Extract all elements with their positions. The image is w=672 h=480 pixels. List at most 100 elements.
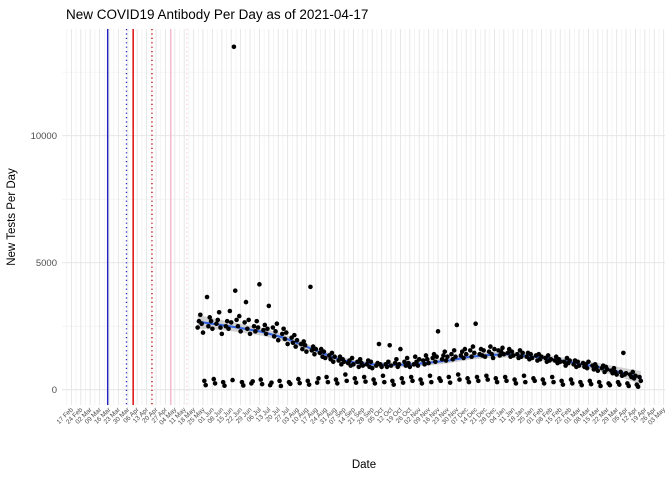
data-point: [493, 376, 499, 381]
data-point: [408, 374, 414, 380]
data-point: [262, 322, 268, 328]
data-point: [349, 355, 355, 361]
data-point: [278, 383, 284, 389]
data-point: [285, 341, 290, 347]
data-point: [430, 355, 435, 361]
data-point: [519, 354, 524, 360]
y-axis-tick-labels: 0 5000 10000: [31, 131, 57, 396]
data-point: [215, 317, 221, 323]
data-point: [540, 377, 546, 382]
data-point: [222, 383, 227, 388]
data-point: [570, 381, 575, 386]
y-tick-label: 10000: [31, 131, 57, 142]
data-point: [335, 381, 340, 386]
data-point: [528, 351, 534, 357]
data-point: [329, 350, 335, 356]
data-point: [304, 349, 309, 354]
data-point: [617, 382, 622, 387]
data-point: [227, 308, 233, 314]
data-point: [482, 354, 488, 360]
data-point: [294, 337, 300, 343]
data-point: [406, 360, 411, 366]
data-point: [618, 369, 623, 375]
data-point: [504, 378, 509, 384]
data-point: [202, 378, 207, 384]
data-point: [212, 381, 218, 386]
data-point: [293, 344, 298, 349]
data-point: [386, 359, 391, 365]
data-point: [635, 384, 641, 390]
data-point: [474, 374, 480, 380]
data-point: [236, 313, 242, 319]
data-point: [353, 380, 359, 385]
data-point: [199, 321, 204, 327]
data-point: [344, 378, 350, 384]
data-point: [567, 358, 572, 363]
data-point: [454, 322, 460, 328]
data-point: [269, 380, 274, 385]
data-point: [584, 365, 590, 371]
data-point: [451, 348, 457, 353]
chart-title: New COVID19 Antibody Per Day as of 2021-…: [66, 7, 368, 22]
data-point: [279, 331, 285, 337]
data-point: [214, 321, 219, 327]
data-point: [396, 362, 402, 367]
data-point: [263, 331, 269, 337]
data-point: [241, 383, 246, 388]
data-point: [321, 349, 327, 354]
data-point: [281, 326, 286, 332]
data-point: [231, 44, 237, 50]
data-point: [300, 346, 305, 352]
data-point: [607, 382, 613, 388]
data-point: [598, 383, 603, 389]
data-point: [390, 378, 395, 384]
data-point: [308, 284, 313, 290]
data-point: [207, 315, 213, 320]
data-point: [301, 339, 307, 344]
data-point: [312, 351, 317, 357]
data-point: [384, 364, 390, 370]
data-point: [228, 320, 234, 325]
data-point: [343, 372, 348, 377]
data-point: [441, 353, 446, 358]
data-point: [218, 325, 223, 330]
data-point: [325, 379, 331, 385]
data-point: [561, 359, 567, 365]
gridlines-minor: [62, 29, 665, 405]
data-point: [476, 378, 481, 384]
data-point: [623, 370, 629, 376]
data-point: [297, 380, 303, 386]
data-point: [316, 376, 321, 381]
data-point: [471, 350, 477, 356]
data-point: [465, 376, 470, 381]
data-point: [407, 364, 413, 370]
data-point: [521, 373, 527, 379]
data-point: [445, 354, 450, 360]
data-point: [216, 309, 222, 315]
data-point: [234, 317, 239, 323]
data-point: [266, 303, 272, 309]
data-point: [376, 341, 382, 347]
data-point: [388, 363, 394, 368]
data-point: [394, 356, 399, 362]
data-point: [330, 359, 336, 365]
data-point: [568, 377, 574, 382]
data-point: [453, 354, 458, 360]
data-point: [302, 342, 308, 348]
data-point: [404, 355, 410, 361]
data-point: [398, 346, 403, 352]
data-point: [560, 382, 566, 387]
data-point: [309, 348, 315, 353]
data-point: [595, 368, 601, 374]
data-point: [529, 355, 535, 361]
data-point: [447, 380, 453, 385]
data-point: [637, 374, 642, 380]
data-point: [341, 359, 347, 365]
data-point: [324, 374, 329, 380]
data-point: [490, 355, 496, 361]
data-point: [313, 346, 319, 352]
data-point: [557, 359, 563, 365]
data-point: [387, 342, 392, 348]
data-point: [238, 329, 243, 334]
